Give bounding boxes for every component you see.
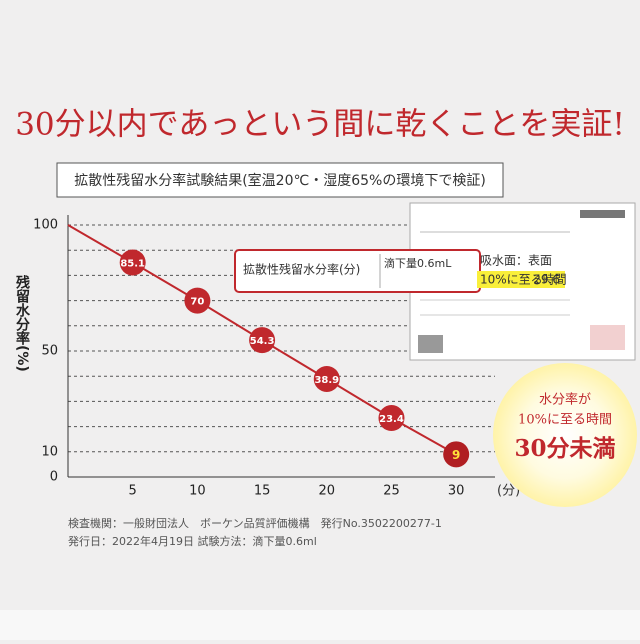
x-tick-label: 25 [383, 484, 400, 499]
badge [493, 363, 637, 507]
subtitle: 拡散性残留水分率試験結果(室温20℃・湿度65%の環境下で検証) [74, 172, 486, 189]
callout-time-label: 10%に至る時間 [480, 273, 567, 287]
subtitle-box [56, 162, 504, 198]
y-tick-label: 50 [41, 344, 58, 359]
data-point [249, 327, 276, 354]
x-axis-label: (分) [497, 484, 520, 499]
data-label: 70 [190, 297, 204, 308]
callout-amount: 滴下量0.6mL [384, 256, 452, 270]
y-tick-label: 100 [33, 218, 58, 233]
data-label: 23.4 [379, 414, 404, 425]
callout-time-value: 29.6 [533, 273, 560, 287]
x-tick-label: 5 [129, 484, 137, 499]
callout-label: 拡散性残留水分率(分) [243, 262, 360, 277]
badge-line: 水分率が [539, 392, 591, 408]
data-point [443, 441, 470, 468]
callout-surface: 吸水面：表面 [480, 254, 552, 268]
y-tick-label: 0 [50, 470, 58, 485]
y-tick-label: 10 [41, 444, 58, 459]
highlight [477, 271, 565, 288]
badge-line: 10%に至る時間 [518, 413, 612, 428]
x-tick-label: 30 [448, 484, 465, 499]
footer-band [0, 610, 640, 640]
data-label: 38.9 [314, 375, 339, 386]
x-tick-label: 20 [319, 484, 336, 499]
note: 発行日：2022年4月19日 試験方法：滴下量0.6ml [68, 534, 317, 548]
note: 検査機関：一般財団法人 ボーケン品質評価機構 発行No.3502200277-1 [68, 516, 442, 530]
chart-title: 30分以内であっという間に乾くことを実証! [15, 107, 625, 143]
x-tick-label: 15 [254, 484, 271, 499]
badge-main: 30分未満 [514, 435, 615, 462]
data-point [119, 249, 146, 276]
data-point [184, 287, 211, 314]
x-tick-label: 10 [189, 484, 206, 499]
data-label: 9 [452, 448, 460, 462]
data-label: 54.3 [250, 336, 275, 347]
data-point [378, 405, 405, 432]
data-label: 85.1 [120, 259, 145, 270]
data-point [313, 365, 340, 392]
y-axis-label: 残留水分率(%) [14, 274, 30, 372]
